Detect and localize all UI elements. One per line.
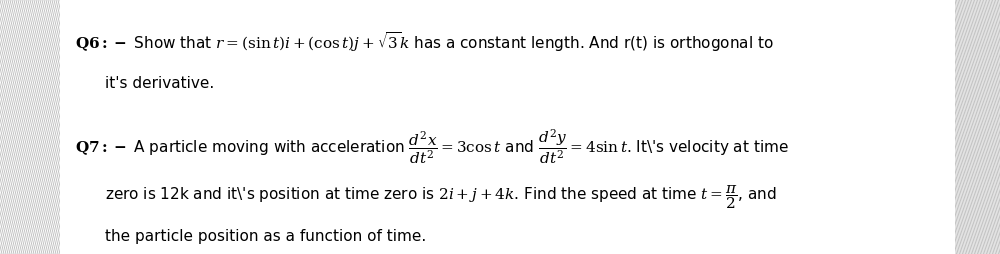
Text: the particle position as a function of time.: the particle position as a function of t… xyxy=(105,229,426,244)
Text: zero is 12k and it\'s position at time zero is $2i + j + 4k$. Find the speed at : zero is 12k and it\'s position at time z… xyxy=(105,183,777,211)
Text: $\mathbf{Q7:-}$ A particle moving with acceleration $\dfrac{d^2x}{dt^2} = 3\cos : $\mathbf{Q7:-}$ A particle moving with a… xyxy=(75,127,789,166)
Text: $\mathbf{Q6:-}$ Show that $r = (\sin t)i + (\cos t)j + \sqrt{3}k$ has a constant: $\mathbf{Q6:-}$ Show that $r = (\sin t)i… xyxy=(75,30,774,54)
Text: it's derivative.: it's derivative. xyxy=(105,76,214,91)
